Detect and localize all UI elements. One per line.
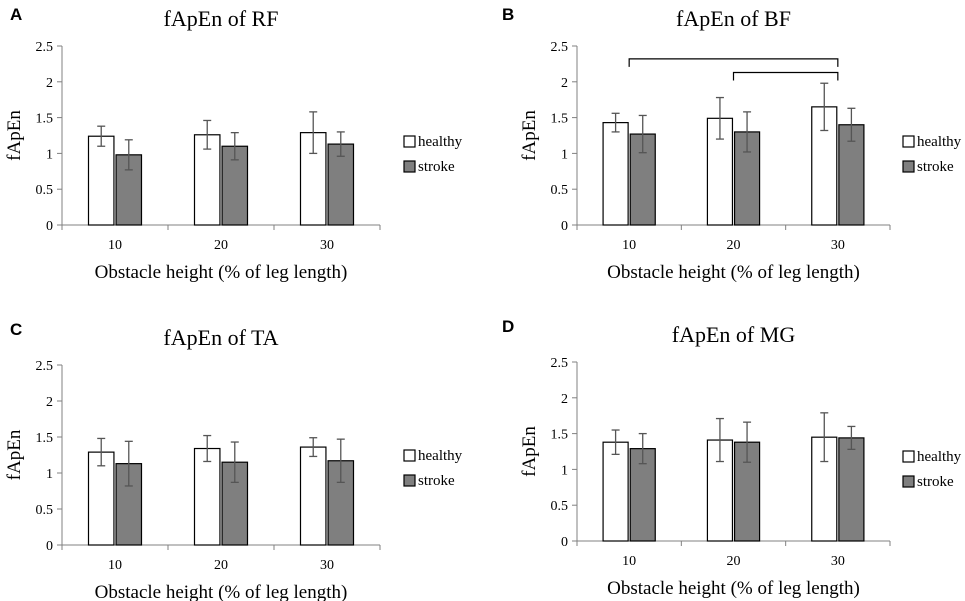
chart-title: fApEn of BF [676, 6, 791, 31]
y-tick-label: 0.5 [551, 183, 569, 198]
x-axis-label: Obstacle height (% of leg length) [95, 262, 348, 283]
legend-label-healthy: healthy [418, 448, 463, 464]
legend-label-stroke: stroke [917, 474, 954, 490]
significance-bracket [628, 58, 839, 67]
x-tick-label: 20 [214, 238, 228, 253]
y-axis-label: fApEn [4, 110, 25, 161]
x-tick-label: 30 [320, 238, 334, 253]
panel-letter: D [502, 317, 514, 336]
legend-swatch-stroke [902, 475, 915, 488]
legend-label-stroke: stroke [418, 473, 455, 489]
y-tick-label: 1.5 [36, 431, 54, 446]
x-axis-label: Obstacle height (% of leg length) [607, 262, 860, 283]
x-axis-label: Obstacle height (% of leg length) [95, 582, 348, 601]
y-tick-label: 2.5 [551, 356, 569, 371]
significance-bracket [732, 71, 839, 81]
y-tick-label: 0.5 [36, 183, 54, 198]
y-tick-label: 2 [561, 76, 568, 91]
y-tick-label: 0 [46, 219, 53, 234]
x-axis-label: Obstacle height (% of leg length) [607, 578, 860, 599]
y-tick-label: 0 [46, 539, 53, 554]
x-tick-label: 20 [214, 558, 228, 573]
y-tick-label: 1 [46, 147, 53, 162]
bar-healthy [602, 441, 629, 542]
bar-stroke [838, 437, 865, 542]
x-tick-label: 30 [831, 554, 845, 569]
x-tick-label: 30 [320, 558, 334, 573]
x-tick-label: 10 [108, 558, 122, 573]
panel-letter: B [502, 5, 514, 24]
y-axis-label: fApEn [519, 110, 540, 161]
x-tick-label: 10 [622, 238, 636, 253]
x-tick-label: 10 [622, 554, 636, 569]
bar-stroke [327, 143, 355, 226]
y-axis-label: fApEn [519, 426, 540, 477]
y-tick-label: 2 [46, 395, 53, 410]
chart-title: fApEn of TA [163, 325, 278, 350]
legend-label-stroke: stroke [418, 159, 455, 175]
y-tick-label: 1 [561, 463, 568, 478]
x-tick-label: 10 [108, 238, 122, 253]
y-tick-label: 0.5 [551, 499, 569, 514]
legend-swatch-healthy [403, 135, 416, 148]
y-tick-label: 0.5 [36, 503, 54, 518]
y-tick-label: 2.5 [551, 40, 569, 55]
bar-healthy [193, 447, 221, 546]
bar-healthy [87, 135, 115, 226]
y-tick-label: 2 [46, 76, 53, 91]
y-tick-label: 2 [561, 392, 568, 407]
bar-healthy [811, 436, 838, 542]
legend-label-healthy: healthy [418, 134, 463, 150]
y-tick-label: 2.5 [36, 359, 54, 374]
legend-swatch-healthy [902, 135, 915, 148]
x-tick-label: 20 [727, 554, 741, 569]
chart-title: fApEn of RF [164, 6, 279, 31]
y-tick-label: 1 [46, 467, 53, 482]
y-tick-label: 2.5 [36, 40, 54, 55]
legend-swatch-stroke [902, 160, 915, 173]
x-tick-label: 20 [727, 238, 741, 253]
legend-swatch-healthy [403, 449, 416, 462]
chart-title: fApEn of MG [672, 322, 796, 347]
y-tick-label: 1 [561, 147, 568, 162]
bar-healthy [299, 446, 327, 546]
legend-label-stroke: stroke [917, 159, 954, 175]
legend-label-healthy: healthy [917, 134, 962, 150]
panel-letter: A [10, 5, 22, 24]
bar-healthy [602, 122, 629, 226]
y-tick-label: 0 [561, 535, 568, 550]
legend-swatch-healthy [902, 450, 915, 463]
y-tick-label: 1.5 [36, 112, 54, 127]
y-tick-label: 1.5 [551, 112, 569, 127]
legend-swatch-stroke [403, 160, 416, 173]
legend-swatch-stroke [403, 474, 416, 487]
y-tick-label: 1.5 [551, 428, 569, 443]
y-tick-label: 0 [561, 219, 568, 234]
legend-label-healthy: healthy [917, 449, 962, 465]
panel-letter: C [10, 320, 22, 339]
x-tick-label: 30 [831, 238, 845, 253]
y-axis-label: fApEn [4, 429, 25, 480]
